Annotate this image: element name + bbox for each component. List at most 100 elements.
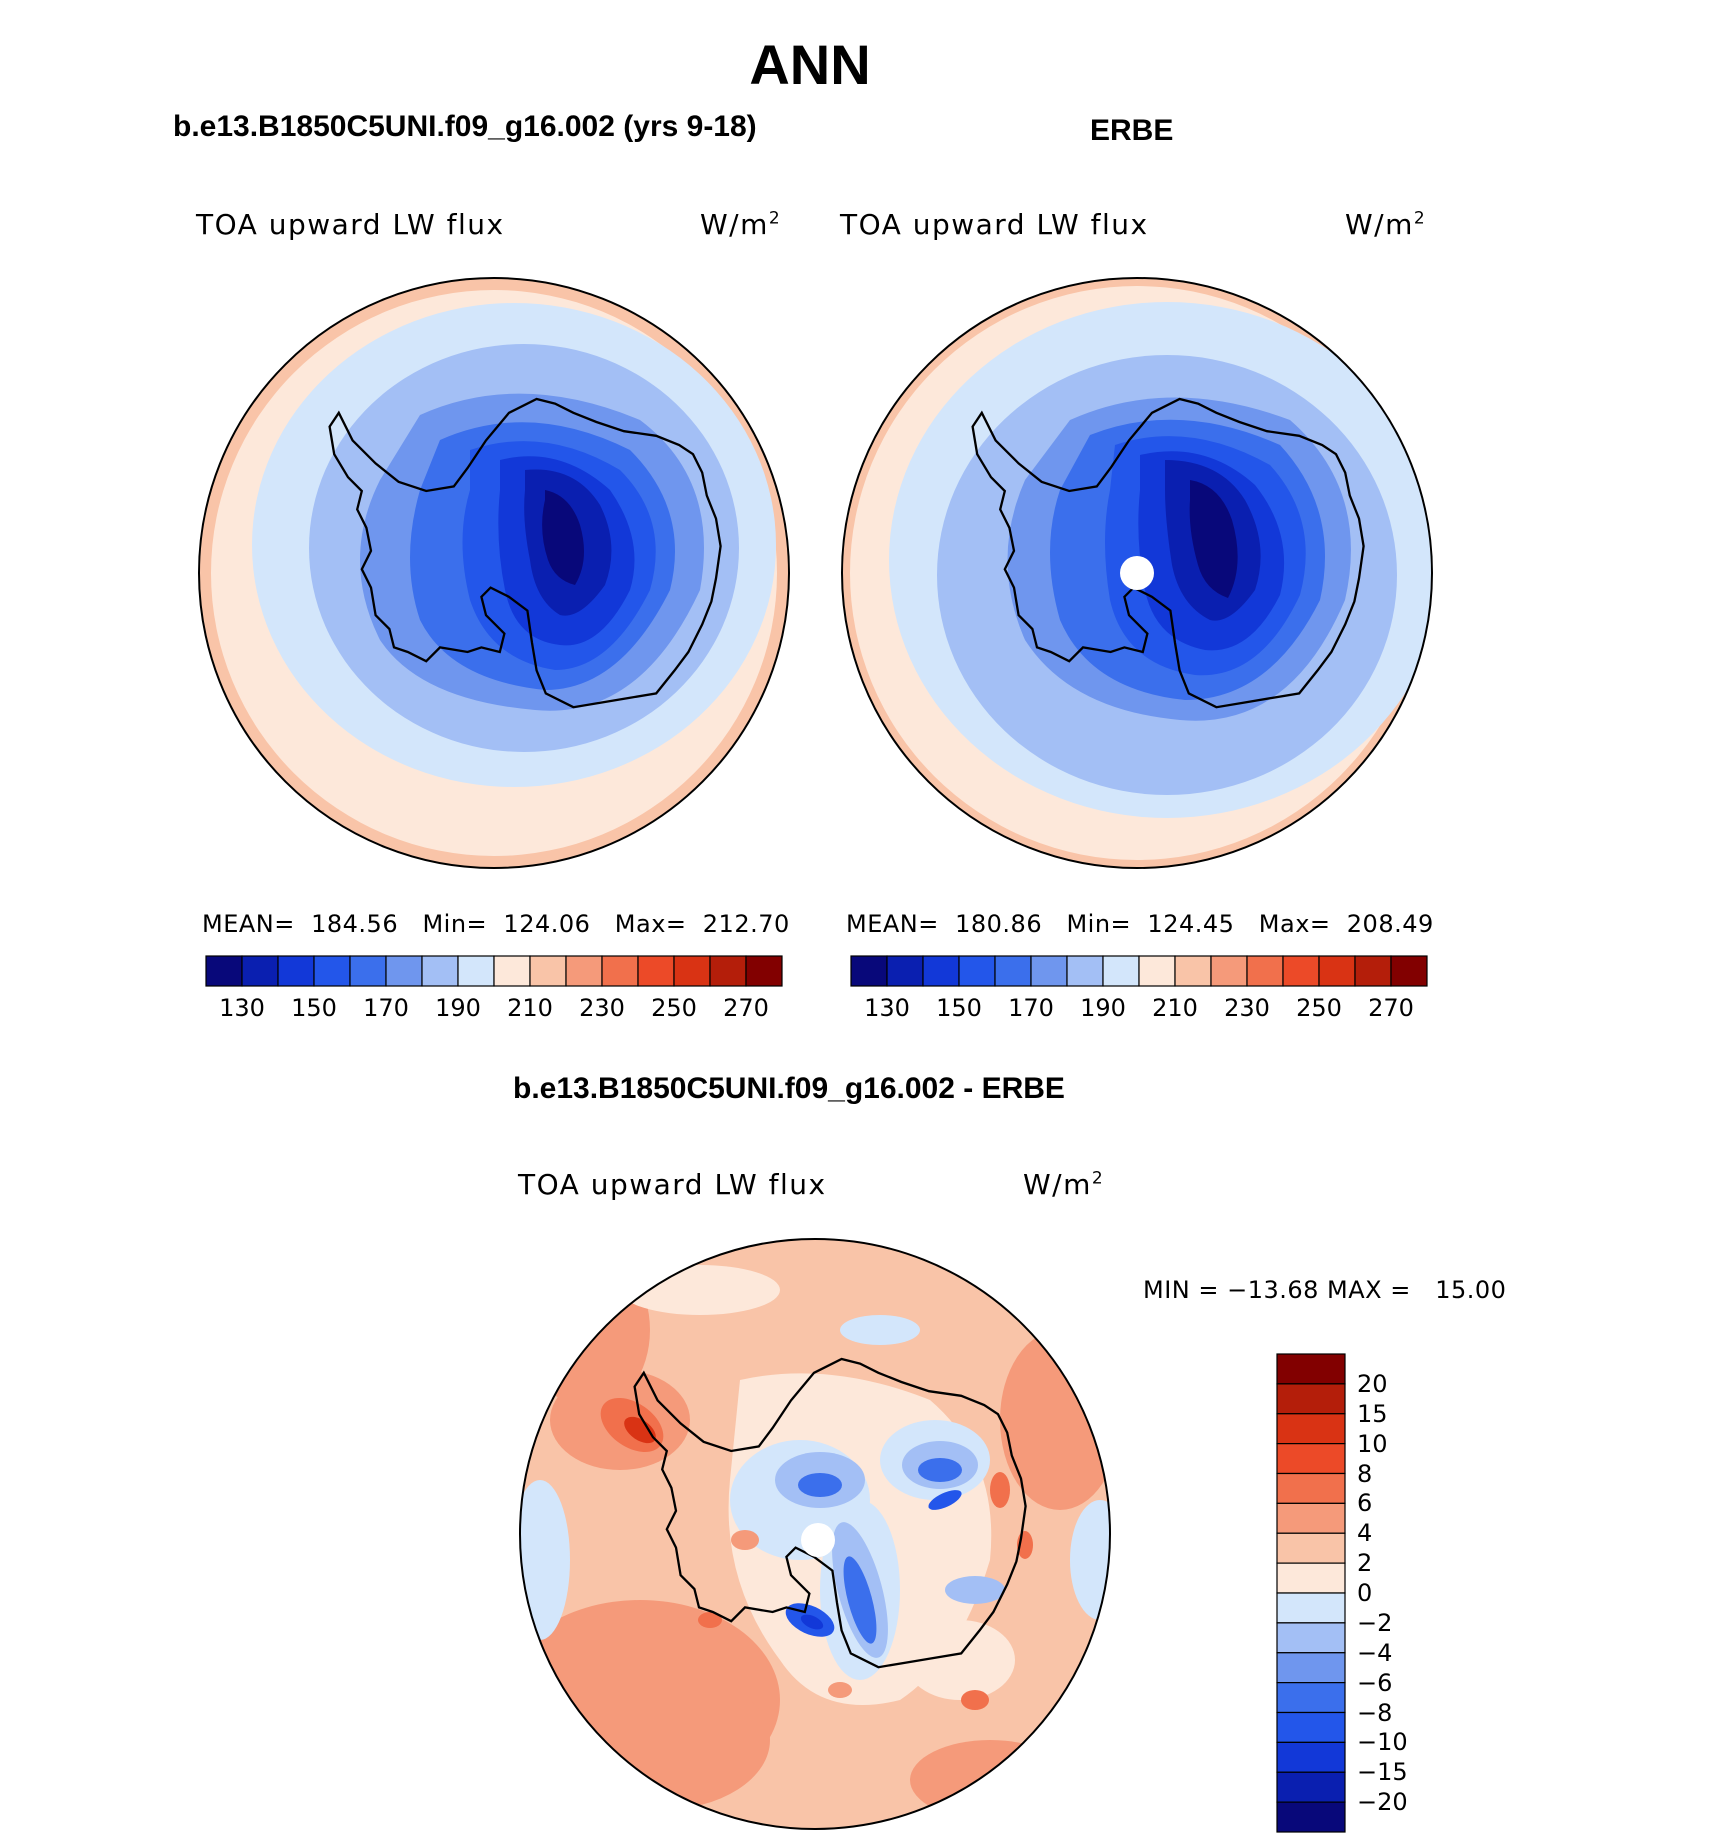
panel1-colorbar-box <box>565 955 603 987</box>
panel3-colorbar-tick-label: 8 <box>1357 1459 1373 1488</box>
panel3-colorbar-box <box>1276 1682 1346 1714</box>
panel1-colorbar-box <box>493 955 531 987</box>
panel1-colorbar-tick-label: 250 <box>651 994 697 1022</box>
panel2-colorbar-box <box>1066 955 1104 987</box>
panel1-units: W/m2 <box>700 208 781 241</box>
panel3-colorbar-tick-label: 10 <box>1357 1429 1388 1458</box>
panel3-colorbar-box <box>1276 1801 1346 1833</box>
panel3-colorbar-box <box>1276 1383 1346 1415</box>
panel3-colorbar-tick-label: 20 <box>1357 1369 1388 1398</box>
panel1-colorbar-box <box>385 955 423 987</box>
panel3-pole-hole <box>801 1523 835 1557</box>
panel2-colorbar-box <box>886 955 924 987</box>
panel2-colorbar-box <box>1174 955 1212 987</box>
panel3-map-border <box>519 1238 1111 1830</box>
panel2-units: W/m2 <box>1345 208 1426 241</box>
panel1-colorbar-box <box>529 955 567 987</box>
panel1-variable-label: TOA upward LW flux <box>196 208 505 241</box>
panel3-colorbar-tick-label: 6 <box>1357 1489 1373 1518</box>
panel3-stats: MIN = −13.68 MAX = 15.00 <box>1143 1276 1507 1304</box>
panel2-colorbar-box <box>1102 955 1140 987</box>
panel1-colorbar-box <box>637 955 675 987</box>
panel2-colorbar-tick-label: 210 <box>1152 994 1198 1022</box>
panel2-colorbar-box <box>1138 955 1176 987</box>
panel2-colorbar-box <box>1246 955 1284 987</box>
panel3-colorbar-box <box>1276 1532 1346 1564</box>
panel1-colorbar-box <box>457 955 495 987</box>
panel3-colorbar-tick-label: 0 <box>1357 1579 1373 1607</box>
panel3-colorbar-box <box>1276 1353 1346 1385</box>
panel1-colorbar-box <box>241 955 279 987</box>
panel3-colorbar-tick-label: −20 <box>1357 1788 1408 1817</box>
panel2-colorbar-box <box>1354 955 1392 987</box>
panel2-variable-label: TOA upward LW flux <box>840 208 1149 241</box>
panel3-colorbar-box <box>1276 1711 1346 1743</box>
panel3-units: W/m2 <box>1023 1168 1104 1201</box>
panel1-colorbar-tick-label: 190 <box>435 994 481 1022</box>
panel2-colorbar-tick-label: 130 <box>864 994 910 1022</box>
panel1-colorbar-tick-label: 130 <box>219 994 265 1022</box>
panel3-title: b.e13.B1850C5UNI.f09_g16.002 - ERBE <box>513 1072 1065 1105</box>
panel1-colorbar <box>205 955 783 987</box>
panel3-colorbar-box <box>1276 1562 1346 1594</box>
panel1-colorbar-box <box>709 955 747 987</box>
main-title: ANN <box>749 33 871 96</box>
panel3-colorbar-tick-label: −8 <box>1357 1698 1393 1727</box>
panel2-stats: MEAN= 180.86 Min= 124.45 Max= 208.49 <box>846 910 1434 938</box>
panel3-colorbar-box <box>1276 1741 1346 1773</box>
panel2-colorbar-box <box>1318 955 1356 987</box>
panel1-stats: MEAN= 184.56 Min= 124.06 Max= 212.70 <box>202 910 790 938</box>
panel1-units-base: W/m <box>700 208 769 241</box>
panel2-colorbar-tick-label: 150 <box>936 994 982 1022</box>
panel2-pole-hole <box>1120 556 1154 590</box>
panel3-colorbar-box <box>1276 1443 1346 1475</box>
panel1-units-exp: 2 <box>768 208 782 229</box>
panel1-colorbar-tick-label: 170 <box>363 994 409 1022</box>
panel1-colorbar-tick-label: 270 <box>723 994 769 1022</box>
panel2-colorbar-tick-label: 270 <box>1368 994 1414 1022</box>
panel3-units-base: W/m <box>1023 1168 1092 1201</box>
panel3-colorbar-box <box>1276 1771 1346 1803</box>
panel3-colorbar-box <box>1276 1652 1346 1684</box>
panel1-colorbar-box <box>673 955 711 987</box>
panel2-colorbar-box <box>1030 955 1068 987</box>
panel2-units-exp: 2 <box>1413 208 1427 229</box>
panel3-colorbar-box <box>1276 1622 1346 1654</box>
panel2-map-border <box>841 277 1433 869</box>
panel3-units-exp: 2 <box>1091 1168 1105 1189</box>
panel2-colorbar-box <box>994 955 1032 987</box>
panel1-colorbar-tick-label: 150 <box>291 994 337 1022</box>
panel3-colorbar-tick-label: 2 <box>1357 1549 1373 1578</box>
panel1-colorbar-box <box>601 955 639 987</box>
panel2-colorbar-box <box>1282 955 1320 987</box>
panel1-colorbar-box <box>205 955 243 987</box>
panel3-colorbar-tick-label: −15 <box>1357 1758 1408 1787</box>
panel1-colorbar-box <box>277 955 315 987</box>
panel3-colorbar-box <box>1276 1502 1346 1534</box>
panel2-colorbar <box>850 955 1428 987</box>
panel1-colorbar-box <box>349 955 387 987</box>
panel1-map-border <box>198 277 790 869</box>
panel3-colorbar-tick-label: 15 <box>1357 1399 1388 1428</box>
panel3-colorbar <box>1276 1353 1346 1833</box>
panel3-colorbar-tick-label: −10 <box>1357 1728 1408 1757</box>
panel1-title: b.e13.B1850C5UNI.f09_g16.002 (yrs 9-18) <box>173 110 757 143</box>
panel1-colorbar-tick-label: 210 <box>507 994 553 1022</box>
panel1-colorbar-box <box>421 955 459 987</box>
panel3-colorbar-tick-label: 4 <box>1357 1519 1373 1548</box>
panel2-colorbar-box <box>1390 955 1428 987</box>
panel2-colorbar-box <box>1210 955 1248 987</box>
panel3-colorbar-box <box>1276 1472 1346 1504</box>
panel1-colorbar-box <box>313 955 351 987</box>
panel2-colorbar-box <box>850 955 888 987</box>
panel3-variable-label: TOA upward LW flux <box>518 1168 827 1201</box>
panel3-colorbar-tick-label: −2 <box>1357 1608 1393 1637</box>
panel1-colorbar-box <box>745 955 783 987</box>
panel2-colorbar-tick-label: 170 <box>1008 994 1054 1022</box>
panel2-colorbar-box <box>922 955 960 987</box>
panel1-map <box>199 278 789 868</box>
panel2-title: ERBE <box>1090 114 1174 147</box>
panel3-colorbar-tick-label: −4 <box>1357 1638 1393 1667</box>
panel1-colorbar-tick-label: 230 <box>579 994 625 1022</box>
